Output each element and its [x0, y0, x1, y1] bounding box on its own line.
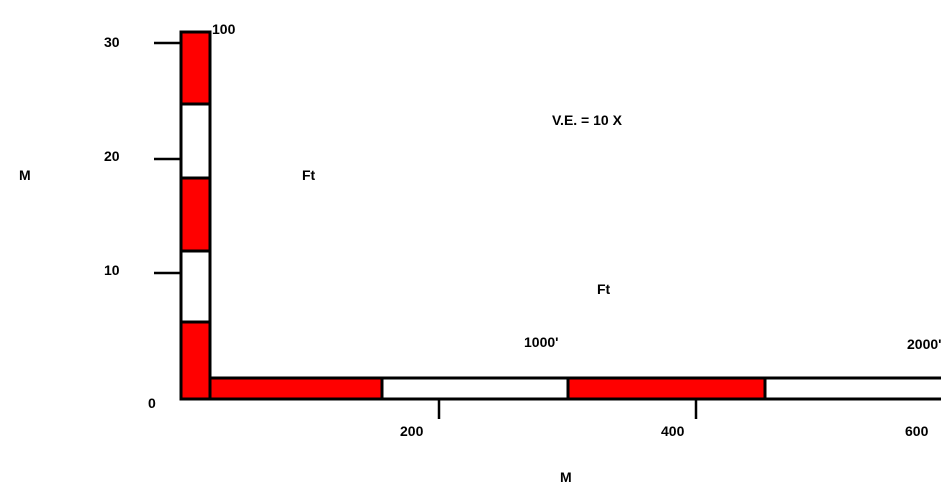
vertical-tick-label: 20	[104, 148, 120, 164]
vertical-feet-top-label: 100	[212, 21, 236, 37]
horizontal-scale-bar	[208, 376, 941, 401]
vertical-ticks	[154, 41, 181, 275]
horizontal-feet-unit-label: Ft	[597, 281, 611, 297]
vertical-tick-label: 0	[148, 395, 156, 411]
vertical-bar-segment	[179, 30, 212, 106]
horizontal-tick-label: 200	[400, 423, 424, 439]
vertical-feet-unit-label: Ft	[302, 167, 316, 183]
horizontal-bar-segment	[208, 376, 384, 401]
horizontal-tick-label: 400	[661, 423, 685, 439]
horizontal-feet-label: 2000'	[907, 336, 941, 352]
vertical-tick-label: 30	[104, 34, 120, 50]
vertical-bar-segment	[179, 320, 212, 401]
vertical-bar-segment	[179, 102, 212, 180]
vertical-bar-segment	[179, 249, 212, 324]
horizontal-ticks	[437, 399, 698, 419]
horizontal-feet-label: 1000'	[524, 334, 558, 350]
vertical-bar-segment	[179, 176, 212, 253]
horizontal-bar-segment	[566, 376, 767, 401]
vertical-tick-label: 10	[104, 262, 120, 278]
horizontal-bar-segment	[380, 376, 570, 401]
vertical-scale-bar	[179, 30, 212, 401]
vertical-meters-unit-label: M	[19, 167, 31, 183]
horizontal-meters-unit-label: M	[560, 469, 572, 485]
vertical-exaggeration-label: V.E. = 10 X	[552, 112, 623, 128]
horizontal-bar-segment	[763, 376, 941, 401]
horizontal-tick-label: 600	[905, 423, 929, 439]
